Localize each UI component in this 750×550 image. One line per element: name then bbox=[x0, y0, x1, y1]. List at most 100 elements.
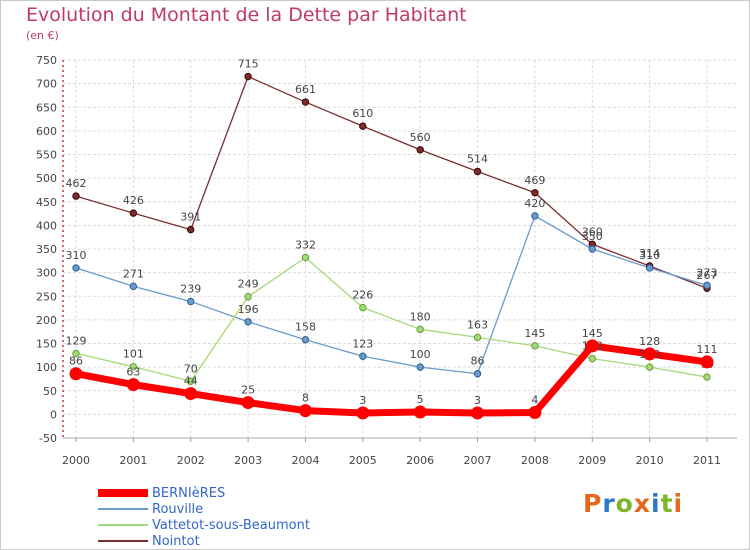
data-point bbox=[184, 387, 198, 401]
data-label: 3 bbox=[359, 394, 366, 407]
data-point bbox=[187, 297, 195, 306]
data-point bbox=[72, 264, 80, 272]
series-line-berni-res bbox=[72, 342, 711, 417]
data-point bbox=[416, 325, 424, 334]
data-label: 8 bbox=[302, 392, 309, 405]
x-tick-label: 2011 bbox=[693, 454, 721, 467]
data-label: 310 bbox=[639, 249, 660, 262]
data-label: 560 bbox=[410, 131, 431, 144]
chart-title: Evolution du Montant de la Dette par Hab… bbox=[26, 4, 467, 26]
y-tick-label: 750 bbox=[36, 54, 57, 67]
data-label: 462 bbox=[66, 177, 87, 190]
data-label: 86 bbox=[69, 355, 83, 368]
y-tick-label: -50 bbox=[39, 432, 57, 445]
data-point bbox=[301, 253, 310, 262]
data-label: 129 bbox=[66, 334, 87, 347]
data-point bbox=[531, 212, 539, 220]
data-point bbox=[187, 377, 195, 385]
y-tick-label: 100 bbox=[36, 361, 57, 374]
data-point bbox=[72, 192, 80, 200]
x-tick-label: 2004 bbox=[291, 454, 319, 467]
data-label: 5 bbox=[417, 393, 424, 406]
logo-letter: r bbox=[602, 489, 616, 518]
y-tick-label: 50 bbox=[43, 385, 57, 398]
data-label: 391 bbox=[180, 211, 201, 224]
y-tick-label: 650 bbox=[36, 101, 57, 114]
data-label: 196 bbox=[238, 303, 259, 316]
legend-item: Nointot bbox=[98, 533, 200, 549]
legend-label: BERNIèRES bbox=[152, 485, 226, 501]
data-point bbox=[301, 98, 310, 106]
y-tick-label: 0 bbox=[50, 408, 57, 421]
data-point bbox=[413, 405, 427, 419]
data-label: 70 bbox=[184, 362, 198, 375]
data-point bbox=[359, 303, 367, 312]
x-tick-label: 2001 bbox=[119, 454, 147, 467]
data-label: 111 bbox=[697, 343, 718, 356]
data-label: 25 bbox=[241, 384, 255, 397]
logo-letter: i bbox=[651, 489, 661, 518]
data-label: 101 bbox=[123, 348, 144, 361]
data-label: 267 bbox=[697, 269, 718, 282]
data-point bbox=[471, 406, 485, 420]
data-label: 426 bbox=[123, 194, 144, 207]
x-tick-label: 2008 bbox=[521, 454, 549, 467]
data-label: 514 bbox=[467, 153, 488, 166]
y-tick-label: 500 bbox=[36, 172, 57, 185]
x-tick-label: 2000 bbox=[62, 454, 90, 467]
data-label: 310 bbox=[66, 249, 87, 262]
data-label: 469 bbox=[524, 174, 545, 187]
proxiti-logo: Proxiti bbox=[583, 489, 683, 518]
y-tick-label: 300 bbox=[36, 267, 57, 280]
data-label: 360 bbox=[582, 225, 603, 238]
data-label: 163 bbox=[467, 318, 488, 331]
data-point bbox=[244, 318, 252, 326]
legend-item: BERNIèRES bbox=[98, 485, 226, 501]
legend-label: Nointot bbox=[152, 533, 200, 549]
data-label: 4 bbox=[531, 393, 538, 406]
data-label: 420 bbox=[524, 197, 545, 210]
chart-unit-label: (en €) bbox=[26, 29, 59, 42]
data-point bbox=[129, 282, 138, 291]
data-label: 158 bbox=[295, 321, 316, 334]
x-tick-label: 2003 bbox=[234, 454, 262, 467]
data-label: 661 bbox=[295, 83, 316, 96]
logo-letter: i bbox=[673, 489, 684, 518]
data-label: 100 bbox=[410, 348, 431, 361]
series-line-nointot bbox=[75, 75, 708, 289]
data-point bbox=[473, 333, 482, 342]
data-point bbox=[473, 167, 482, 176]
logo-letter: x bbox=[633, 489, 651, 518]
data-point bbox=[244, 72, 252, 81]
series-line-vattetot-sous-beaumont bbox=[75, 256, 708, 382]
x-tick-label: 2009 bbox=[578, 454, 606, 467]
data-label: 145 bbox=[524, 327, 545, 340]
data-point bbox=[588, 245, 596, 253]
data-label: 610 bbox=[352, 107, 373, 120]
data-label: 715 bbox=[238, 58, 259, 71]
data-label: 350 bbox=[582, 230, 603, 243]
data-point bbox=[356, 406, 370, 420]
legend-swatch bbox=[98, 489, 148, 497]
data-point bbox=[244, 293, 252, 301]
x-tick-label: 2007 bbox=[464, 454, 492, 467]
data-point bbox=[359, 352, 367, 360]
data-point bbox=[588, 354, 596, 363]
data-point bbox=[585, 339, 599, 353]
data-point bbox=[298, 404, 312, 418]
data-label: 44 bbox=[184, 375, 198, 388]
data-point bbox=[473, 370, 482, 378]
y-tick-label: 250 bbox=[36, 290, 57, 303]
data-point bbox=[301, 336, 310, 344]
data-point bbox=[700, 355, 714, 369]
series-line-rouville bbox=[75, 215, 708, 375]
y-tick-label: 400 bbox=[36, 219, 57, 232]
data-point bbox=[416, 363, 424, 371]
data-point bbox=[645, 363, 654, 371]
legend-label: Vattetot-sous-Beaumont bbox=[152, 517, 310, 533]
y-tick-label: 350 bbox=[36, 243, 57, 256]
data-label: 239 bbox=[180, 282, 201, 295]
x-tick-label: 2010 bbox=[636, 454, 664, 467]
data-point bbox=[359, 122, 367, 130]
